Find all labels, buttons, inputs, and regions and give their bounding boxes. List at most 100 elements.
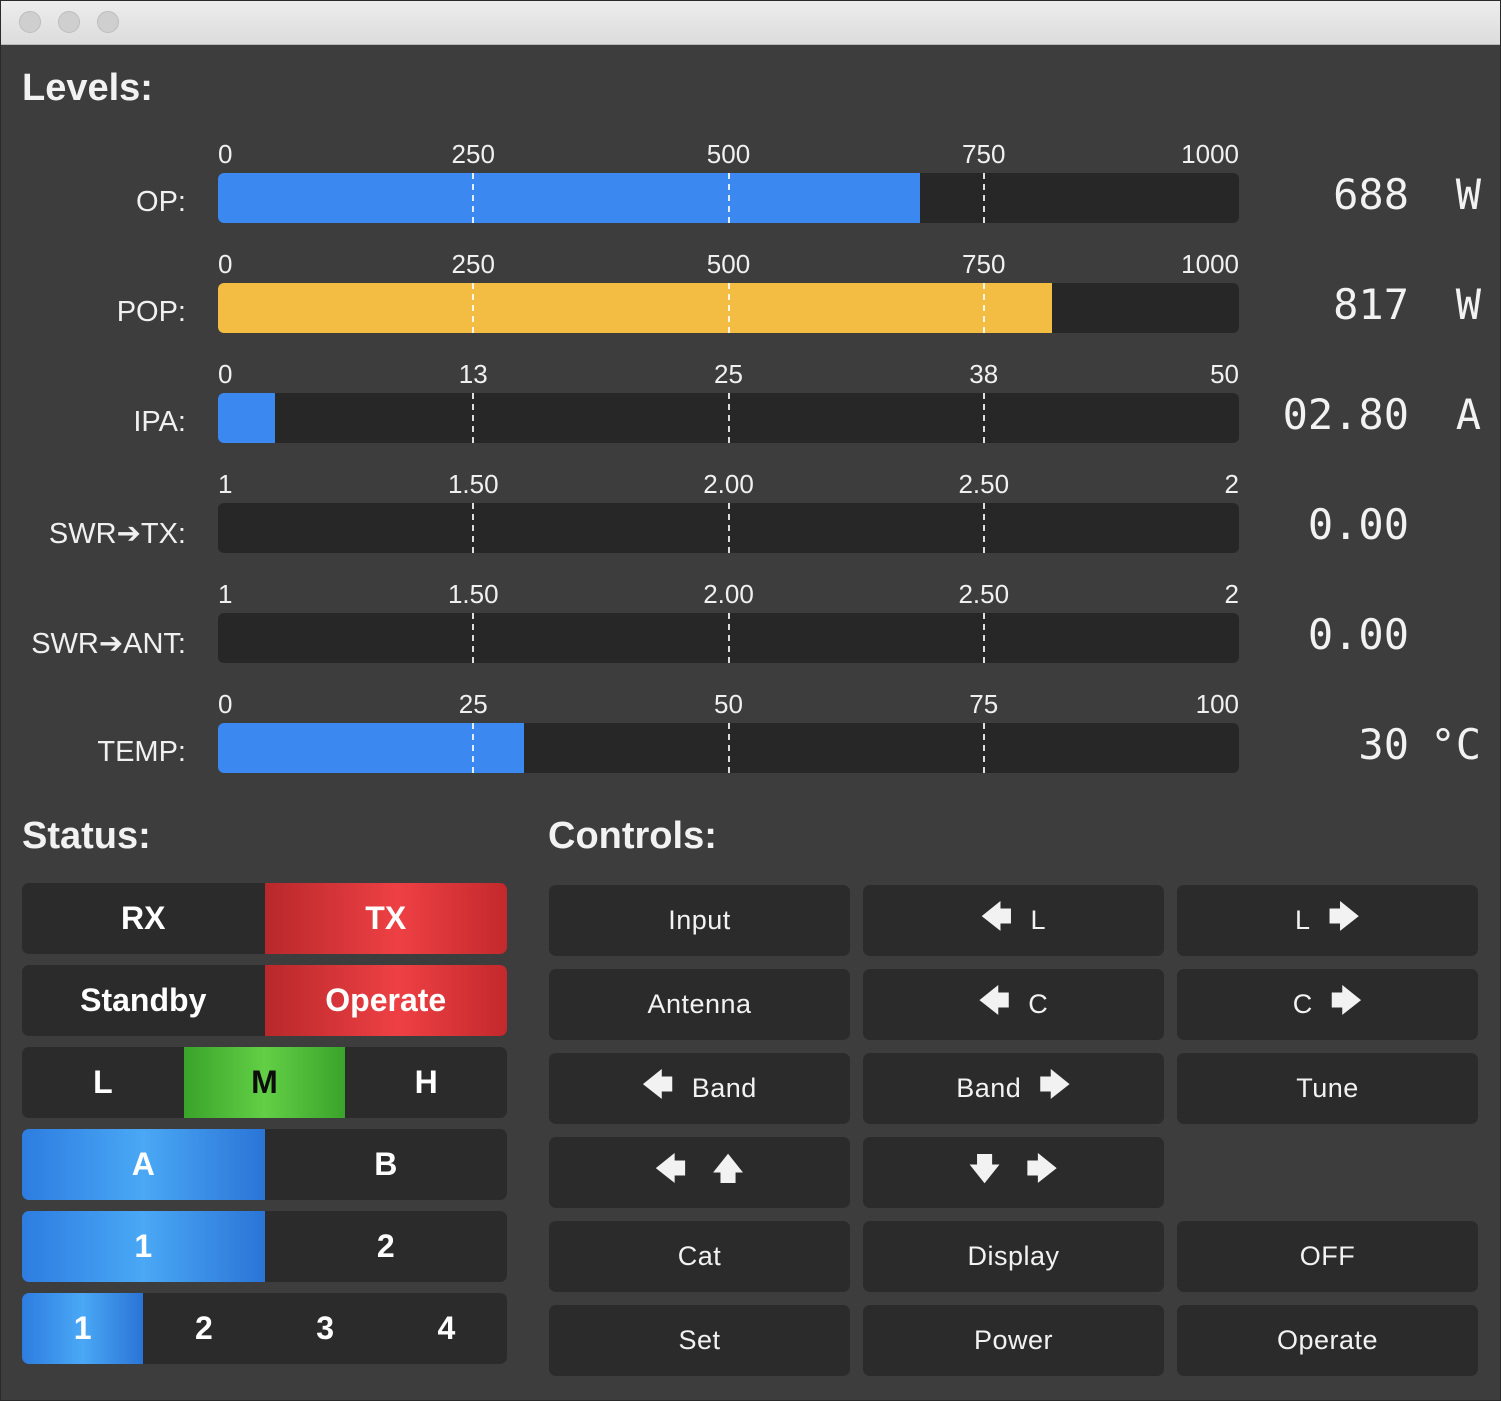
meter-fill — [218, 283, 1053, 333]
scale-label: 500 — [706, 139, 751, 169]
grid-tick — [982, 283, 985, 333]
grid-tick — [472, 283, 475, 333]
scale-label: 25 — [714, 359, 743, 389]
c-left-button[interactable]: 🡄 C — [863, 969, 1164, 1040]
grid-tick — [727, 613, 730, 663]
button-label: Cat — [677, 1241, 722, 1271]
meter-track — [218, 283, 1239, 333]
operate-button[interactable]: Operate — [1177, 1305, 1478, 1376]
band-right-button[interactable]: Band 🡆 — [863, 1053, 1164, 1124]
meter-value: 30 — [1358, 720, 1409, 769]
cat-button[interactable]: Cat — [549, 1221, 850, 1292]
grid-tick — [982, 503, 985, 553]
status-tx[interactable]: TX — [264, 883, 507, 954]
status-antenna-1[interactable]: 1 — [22, 1293, 144, 1364]
meter-unit: W — [1455, 170, 1481, 219]
meter-fill — [218, 723, 525, 773]
l-right-button[interactable]: L 🡆 — [1177, 885, 1478, 956]
scale-label: 0 — [218, 139, 233, 169]
meter-value: 688 — [1333, 170, 1409, 219]
scale-label: 50 — [1210, 359, 1239, 389]
meter-fill — [218, 173, 921, 223]
meter-label: TEMP: — [97, 736, 186, 768]
scale-label: 1000 — [1181, 249, 1239, 279]
band-left-button[interactable]: 🡄 Band — [549, 1053, 850, 1124]
status-antenna-2[interactable]: 2 — [194, 1310, 213, 1346]
scale-label: 2.50 — [958, 469, 1010, 499]
grid-tick — [727, 723, 730, 773]
close-window-button[interactable] — [19, 11, 41, 33]
button-label: Display — [967, 1241, 1060, 1271]
status-input-1[interactable]: 1 — [22, 1211, 265, 1282]
antenna-button[interactable]: Antenna — [549, 969, 850, 1040]
status-b[interactable]: B — [374, 1146, 398, 1182]
scale-label: 2 — [1224, 579, 1239, 609]
scale-label: 250 — [451, 139, 495, 169]
meter-unit: W — [1455, 280, 1481, 329]
meter-unit: °C — [1430, 720, 1481, 769]
button-label: Power — [973, 1325, 1054, 1355]
scale-label: 1.50 — [447, 579, 499, 609]
status-standby[interactable]: Standby — [80, 982, 207, 1018]
status-input-2[interactable]: 2 — [376, 1228, 395, 1264]
meter-value: 0.00 — [1307, 610, 1409, 659]
scale-label: 13 — [458, 359, 488, 389]
power-button[interactable]: Power — [863, 1305, 1164, 1376]
arrow-right-icon: 🡆 — [1039, 1069, 1071, 1102]
status-level-h[interactable]: H — [414, 1064, 438, 1100]
c-right-button[interactable]: C 🡆 — [1177, 969, 1478, 1040]
status-antenna-4[interactable]: 4 — [437, 1310, 456, 1346]
grid-tick — [472, 613, 475, 663]
grid-tick — [472, 393, 475, 443]
grid-tick — [727, 393, 730, 443]
scale-label: 100 — [1195, 689, 1239, 719]
grid-tick — [472, 173, 475, 223]
down-right-button[interactable]: 🡇 🡆 — [863, 1137, 1164, 1208]
set-button[interactable]: Set — [549, 1305, 850, 1376]
scale-label: 1.50 — [447, 469, 499, 499]
l-left-button[interactable]: 🡄 L — [863, 885, 1164, 956]
status-a[interactable]: A — [22, 1129, 265, 1200]
status-rx[interactable]: RX — [121, 900, 166, 936]
off-button[interactable]: OFF — [1177, 1221, 1478, 1292]
meter-track — [218, 503, 1239, 553]
scale-label: 2.50 — [958, 579, 1010, 609]
scale-label: 750 — [962, 249, 1006, 279]
status-antenna-3[interactable]: 3 — [316, 1310, 335, 1346]
meter-track — [218, 723, 1239, 773]
meter-value: 0.00 — [1307, 500, 1409, 549]
meter-label: OP: — [136, 186, 186, 218]
status-antenna-select: 1 2 3 4 — [22, 1293, 507, 1364]
button-label: Tune — [1296, 1073, 1359, 1103]
zoom-window-button[interactable] — [97, 11, 119, 33]
left-up-button[interactable]: 🡄 🡅 — [549, 1137, 850, 1208]
scale-label: 1 — [218, 579, 233, 609]
arrow-left-icon: 🡄 — [642, 1069, 674, 1102]
status-operate[interactable]: Operate — [264, 965, 507, 1036]
grid-tick — [472, 723, 475, 773]
grid-tick — [982, 173, 985, 223]
scale-label: 50 — [714, 689, 743, 719]
status-level-m[interactable]: M — [183, 1047, 346, 1118]
status-ab: A B — [22, 1129, 507, 1200]
meter-track — [218, 613, 1239, 663]
meter-track — [218, 173, 1239, 223]
status-level-l[interactable]: L — [93, 1064, 113, 1100]
title-bar — [1, 1, 1500, 45]
meter-label: SWR➔TX: — [48, 518, 186, 550]
tune-button[interactable]: Tune — [1177, 1053, 1478, 1124]
meter-unit: A — [1455, 390, 1481, 439]
scale-label: 500 — [706, 249, 751, 279]
grid-tick — [727, 173, 730, 223]
scale-label: 38 — [969, 359, 999, 389]
button-label: C — [1028, 989, 1049, 1019]
scale-label: 1000 — [1181, 139, 1239, 169]
status-rx-tx: RX TX — [22, 883, 507, 954]
button-label: Antenna — [647, 989, 752, 1019]
arrow-right-icon: 🡆 — [1330, 985, 1363, 1018]
minimize-window-button[interactable] — [58, 11, 80, 33]
arrow-right-icon: 🡆 — [1026, 1153, 1058, 1186]
display-button[interactable]: Display — [863, 1221, 1164, 1292]
input-button[interactable]: Input — [549, 885, 850, 956]
grid-tick — [982, 613, 985, 663]
